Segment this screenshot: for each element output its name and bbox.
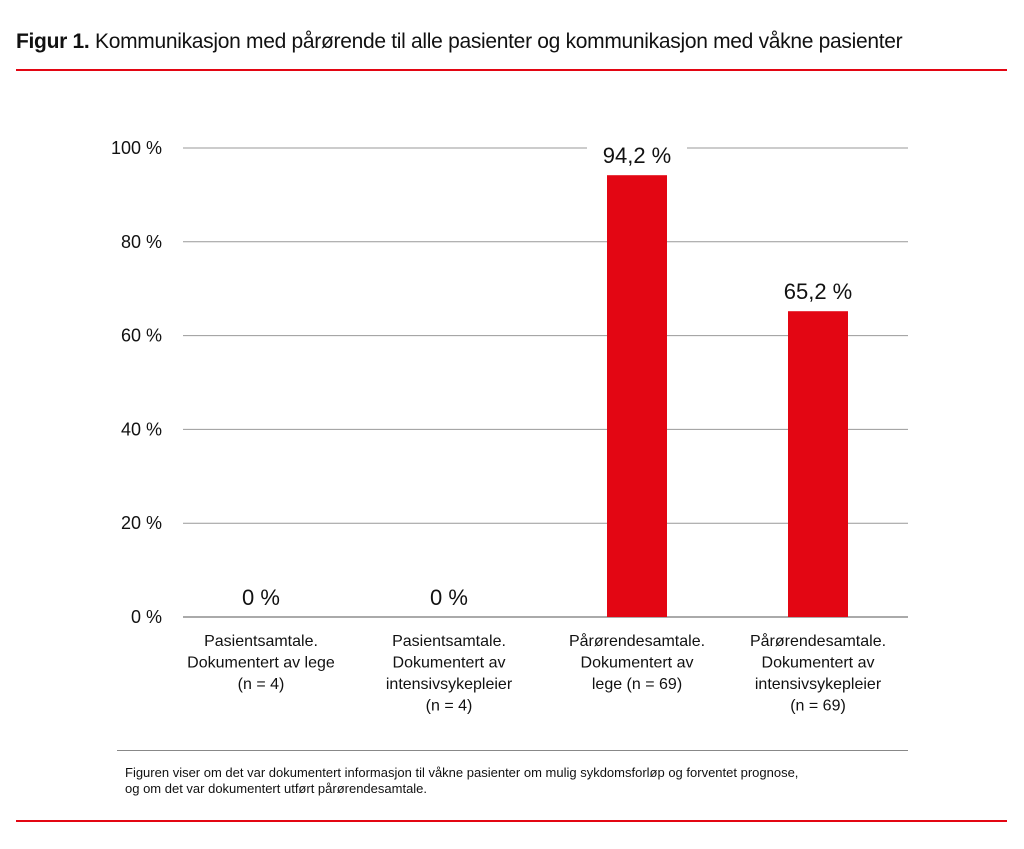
data-label: 94,2 % xyxy=(603,143,672,168)
x-category-label: intensivsykepleier xyxy=(755,676,882,693)
y-tick-label: 80 % xyxy=(121,232,162,252)
bar xyxy=(788,311,848,617)
x-category-label: (n = 69) xyxy=(790,698,846,715)
y-tick-label: 60 % xyxy=(121,326,162,346)
x-category-label: Pasientsamtale. xyxy=(392,633,506,650)
x-category-label: intensivsykepleier xyxy=(386,676,513,693)
x-category-label: Dokumentert av lege xyxy=(187,655,335,672)
data-label: 65,2 % xyxy=(784,279,853,304)
bottom-rule xyxy=(16,820,1007,822)
note-rule xyxy=(117,750,908,751)
x-category-label: Dokumentert av xyxy=(581,655,694,672)
figure-label: Figur 1. xyxy=(16,30,90,53)
data-label: 0 % xyxy=(430,585,468,610)
x-category-label: Pasientsamtale. xyxy=(204,633,318,650)
y-tick-label: 100 % xyxy=(111,138,162,158)
figure-title: Figur 1. Kommunikasjon med pårørende til… xyxy=(16,30,903,54)
bar-chart: 0 % 20 % 40 % 60 % 80 % 100 % 0 % Pasientsamtal… xyxy=(111,138,908,715)
x-category-label: (n = 4) xyxy=(238,676,285,693)
figure-title-text: Kommunikasjon med pårørende til alle pas… xyxy=(95,30,903,53)
y-tick-label: 40 % xyxy=(121,419,162,439)
x-category-label: Pårørendesamtale. xyxy=(750,632,886,650)
x-category-label: (n = 4) xyxy=(426,698,473,715)
data-label-background xyxy=(399,583,499,611)
y-tick-label: 0 % xyxy=(131,607,162,627)
y-tick-label: 20 % xyxy=(121,513,162,533)
data-label: 0 % xyxy=(242,585,280,610)
figure-note: Figuren viser om det var dokumentert inf… xyxy=(125,765,905,797)
x-category-label: Pårørendesamtale. xyxy=(569,632,705,650)
data-label-background xyxy=(211,583,311,611)
note-line: Figuren viser om det var dokumentert inf… xyxy=(125,765,799,780)
top-rule xyxy=(16,69,1007,71)
data-label-background xyxy=(587,141,687,170)
note-line: og om det var dokumentert utført pårøren… xyxy=(125,781,428,796)
bar xyxy=(607,175,667,617)
data-label-background xyxy=(768,277,868,306)
x-category-label: lege (n = 69) xyxy=(592,676,682,693)
x-category-label: Dokumentert av xyxy=(393,655,506,672)
x-category-label: Dokumentert av xyxy=(762,655,875,672)
